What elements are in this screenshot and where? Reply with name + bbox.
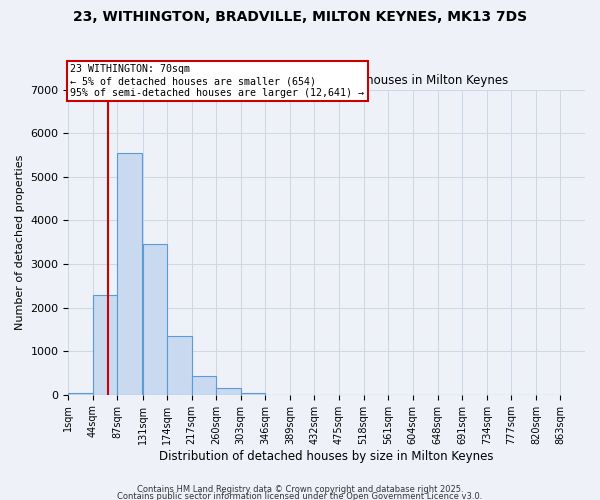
Bar xyxy=(192,376,216,394)
Text: 23 WITHINGTON: 70sqm
← 5% of detached houses are smaller (654)
95% of semi-detac: 23 WITHINGTON: 70sqm ← 5% of detached ho… xyxy=(70,64,364,98)
Bar xyxy=(93,294,118,394)
Text: 23, WITHINGTON, BRADVILLE, MILTON KEYNES, MK13 7DS: 23, WITHINGTON, BRADVILLE, MILTON KEYNES… xyxy=(73,10,527,24)
X-axis label: Distribution of detached houses by size in Milton Keynes: Distribution of detached houses by size … xyxy=(160,450,494,462)
Bar xyxy=(143,244,167,394)
Bar xyxy=(241,392,265,394)
Bar xyxy=(216,388,241,394)
Bar xyxy=(118,153,142,394)
Text: Contains public sector information licensed under the Open Government Licence v3: Contains public sector information licen… xyxy=(118,492,482,500)
Y-axis label: Number of detached properties: Number of detached properties xyxy=(15,154,25,330)
Bar xyxy=(167,336,192,394)
Text: Contains HM Land Registry data © Crown copyright and database right 2025.: Contains HM Land Registry data © Crown c… xyxy=(137,486,463,494)
Title: Size of property relative to detached houses in Milton Keynes: Size of property relative to detached ho… xyxy=(145,74,508,87)
Bar xyxy=(68,392,93,394)
